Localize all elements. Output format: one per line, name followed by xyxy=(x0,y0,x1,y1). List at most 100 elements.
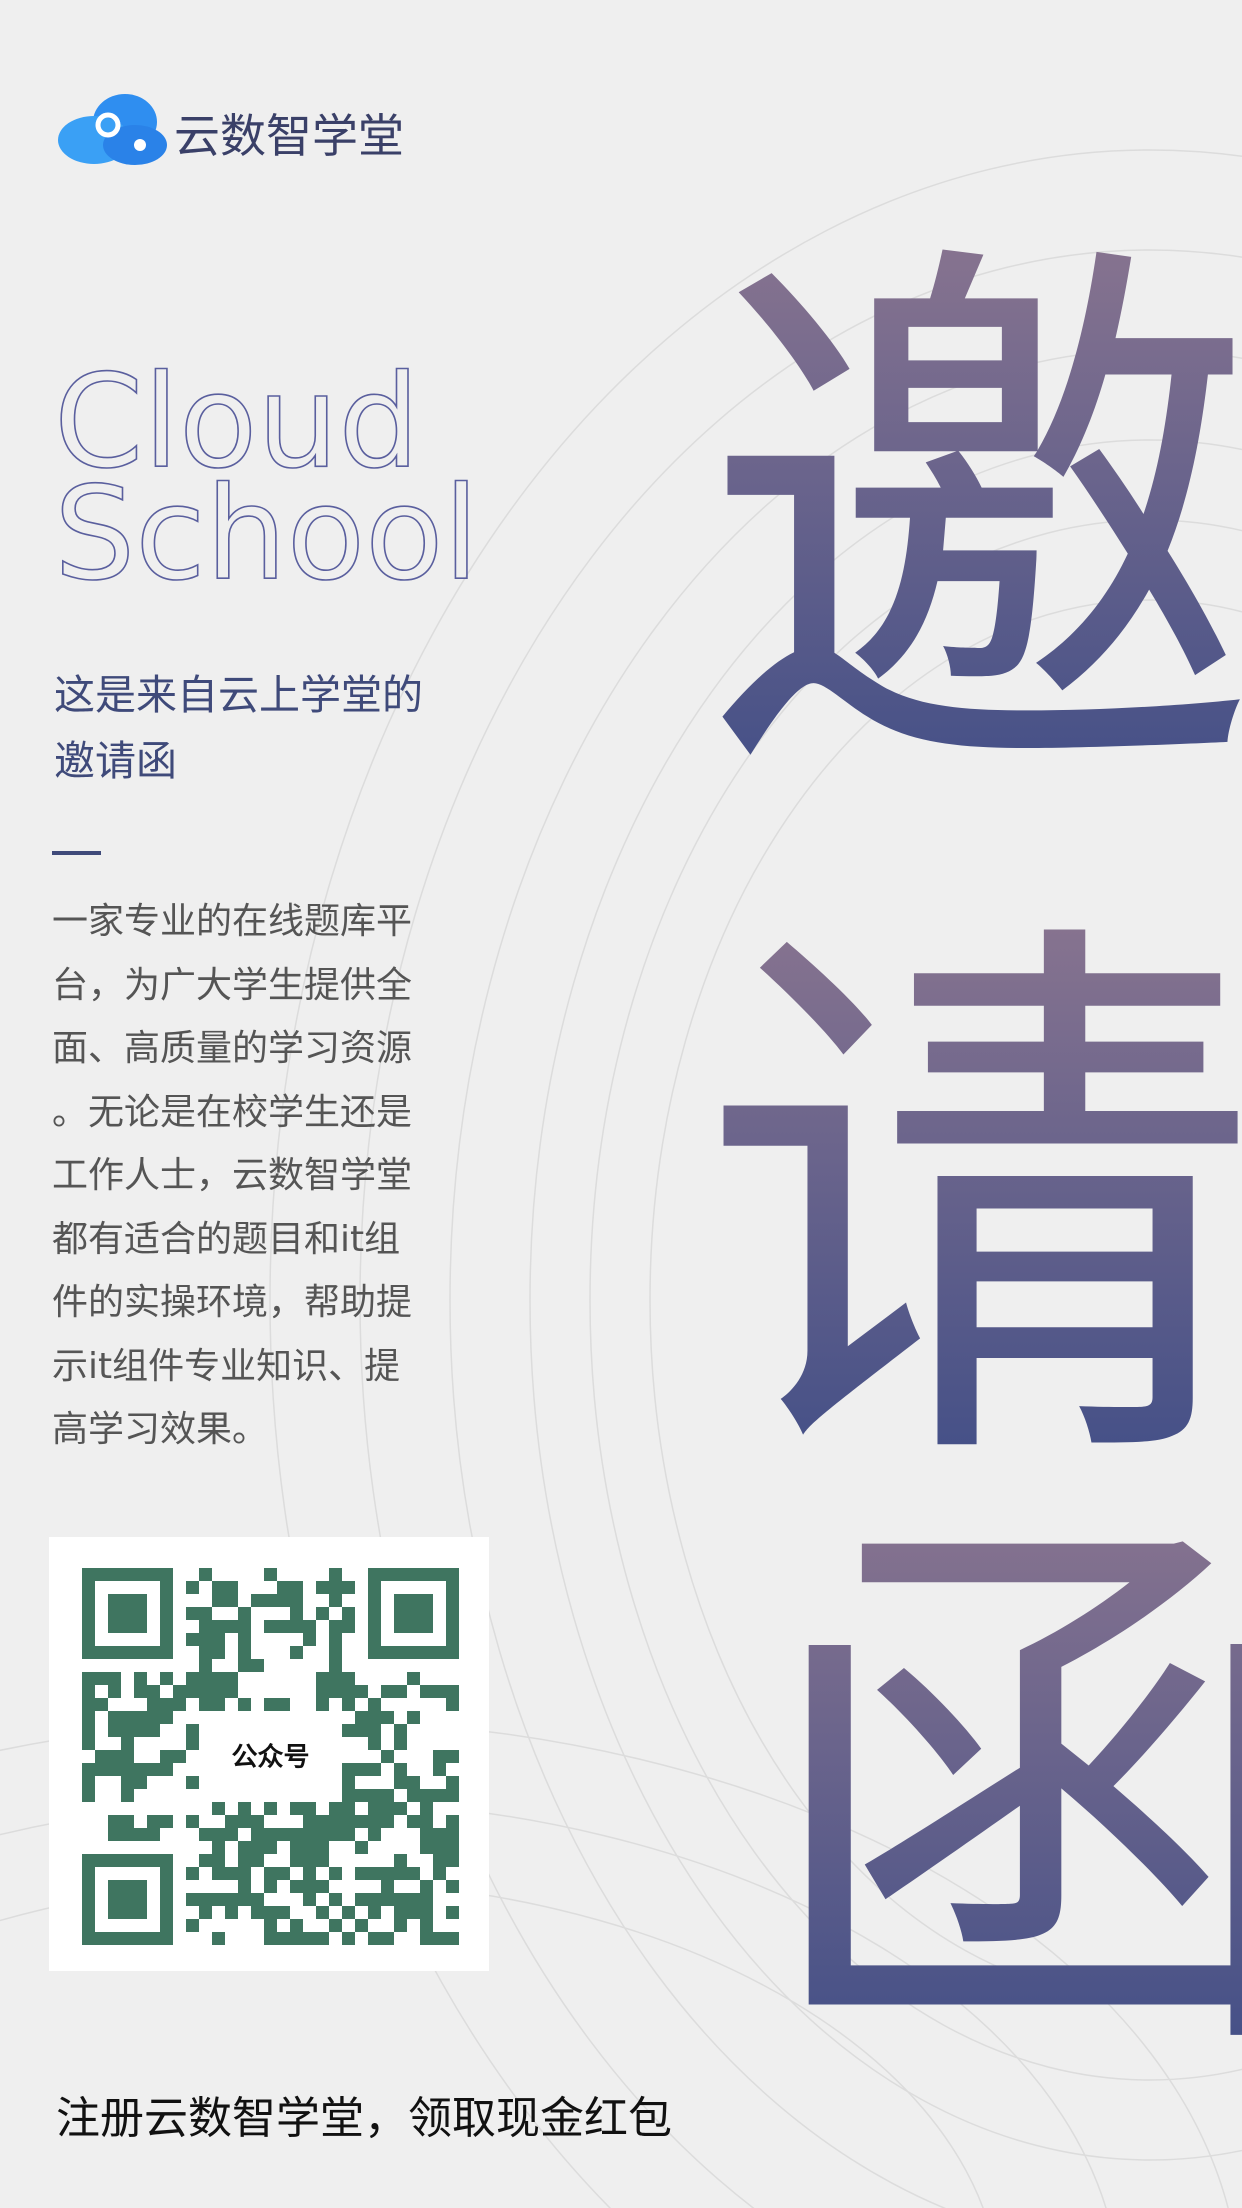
qr-module xyxy=(316,1841,329,1854)
qr-module xyxy=(160,1815,173,1828)
qr-module xyxy=(121,1763,134,1776)
qr-module xyxy=(264,1880,277,1893)
qr-module xyxy=(316,1880,329,1893)
qr-module xyxy=(238,1659,251,1672)
qr-module xyxy=(355,1685,368,1698)
qr-module xyxy=(82,1711,95,1724)
qr-module xyxy=(329,1867,342,1880)
qr-module xyxy=(121,1776,134,1789)
qr-module xyxy=(407,1893,420,1906)
qr-module xyxy=(225,1906,238,1919)
description-line: 面、高质量的学习资源 xyxy=(52,1028,413,1069)
qr-module xyxy=(212,1828,225,1841)
qr-module xyxy=(238,1841,251,1854)
qr-module xyxy=(368,1789,381,1802)
qr-module xyxy=(329,1828,342,1841)
qr-module xyxy=(264,1841,277,1854)
big-char: 邀 xyxy=(700,201,1242,853)
qr-module xyxy=(407,1789,420,1802)
qr-module xyxy=(251,1854,264,1867)
qr-module xyxy=(433,1685,446,1698)
qr-module xyxy=(329,1646,342,1659)
qr-module xyxy=(446,1854,459,1867)
qr-module xyxy=(251,1594,264,1607)
qr-module xyxy=(394,1854,407,1867)
qr-module xyxy=(173,1698,186,1711)
qr-module xyxy=(446,1750,459,1763)
qr-module xyxy=(433,1932,446,1945)
qr-module xyxy=(264,1568,277,1581)
qr-module xyxy=(342,1698,355,1711)
qr-module xyxy=(225,1594,238,1607)
qr-module xyxy=(134,1776,147,1789)
qr-module xyxy=(303,1854,316,1867)
qr-module xyxy=(355,1893,368,1906)
qr-module xyxy=(394,1906,407,1919)
qr-module xyxy=(446,1789,459,1802)
qr-module xyxy=(264,1594,277,1607)
qr-module xyxy=(329,1633,342,1646)
qr-module xyxy=(342,1776,355,1789)
qr-module xyxy=(121,1750,134,1763)
qr-module xyxy=(238,1633,251,1646)
description-line: 件的实操环境，帮助提 xyxy=(52,1282,413,1323)
qr-module xyxy=(251,1893,264,1906)
qr-module xyxy=(225,1893,238,1906)
qr-module xyxy=(394,1776,407,1789)
qr-module xyxy=(238,1893,251,1906)
qr-module xyxy=(173,1750,186,1763)
qr-module xyxy=(212,1698,225,1711)
qr-module xyxy=(238,1698,251,1711)
qr-module xyxy=(329,1685,342,1698)
qr-module xyxy=(381,1893,394,1906)
qr-module xyxy=(212,1685,225,1698)
qr-finder xyxy=(108,1880,147,1919)
qr-module xyxy=(329,1568,342,1581)
qr-module xyxy=(82,1698,95,1711)
qr-module xyxy=(394,1919,407,1932)
qr-module xyxy=(316,1854,329,1867)
qr-module xyxy=(277,1932,290,1945)
qr-module xyxy=(277,1906,290,1919)
qr-module xyxy=(134,1685,147,1698)
qr-module xyxy=(108,1763,121,1776)
qr-module xyxy=(134,1711,147,1724)
qr-module xyxy=(355,1841,368,1854)
qr-module xyxy=(342,1763,355,1776)
qr-module xyxy=(355,1711,368,1724)
qr-module xyxy=(199,1685,212,1698)
qr-module xyxy=(160,1698,173,1711)
qr-module xyxy=(342,1685,355,1698)
qr-module xyxy=(82,1776,95,1789)
title-line: School xyxy=(54,460,479,609)
qr-module xyxy=(316,1932,329,1945)
qr-module xyxy=(446,1880,459,1893)
qr-module xyxy=(433,1763,446,1776)
english-title: Cloud School xyxy=(53,347,480,610)
qr-module xyxy=(277,1581,290,1594)
qr-module xyxy=(264,1932,277,1945)
qr-module xyxy=(264,1620,277,1633)
qr-module xyxy=(342,1581,355,1594)
qr-module xyxy=(199,1828,212,1841)
qr-module xyxy=(238,1880,251,1893)
qr-module xyxy=(394,1724,407,1737)
qr-module xyxy=(82,1685,95,1698)
qr-module xyxy=(212,1932,225,1945)
qr-module xyxy=(199,1568,212,1581)
qr-module xyxy=(186,1737,199,1750)
qr-module xyxy=(199,1672,212,1685)
qr-module xyxy=(121,1815,134,1828)
qr-module xyxy=(446,1841,459,1854)
qr-module xyxy=(186,1815,199,1828)
qr-module xyxy=(160,1711,173,1724)
qr-module xyxy=(316,1828,329,1841)
description-line: 。无论是在校学生还是 xyxy=(52,1091,413,1133)
description-line: 示it组件专业知识、提 xyxy=(52,1345,401,1387)
qr-module xyxy=(277,1594,290,1607)
qr-module xyxy=(303,1841,316,1854)
qr-module xyxy=(394,1685,407,1698)
qr-module xyxy=(446,1815,459,1828)
